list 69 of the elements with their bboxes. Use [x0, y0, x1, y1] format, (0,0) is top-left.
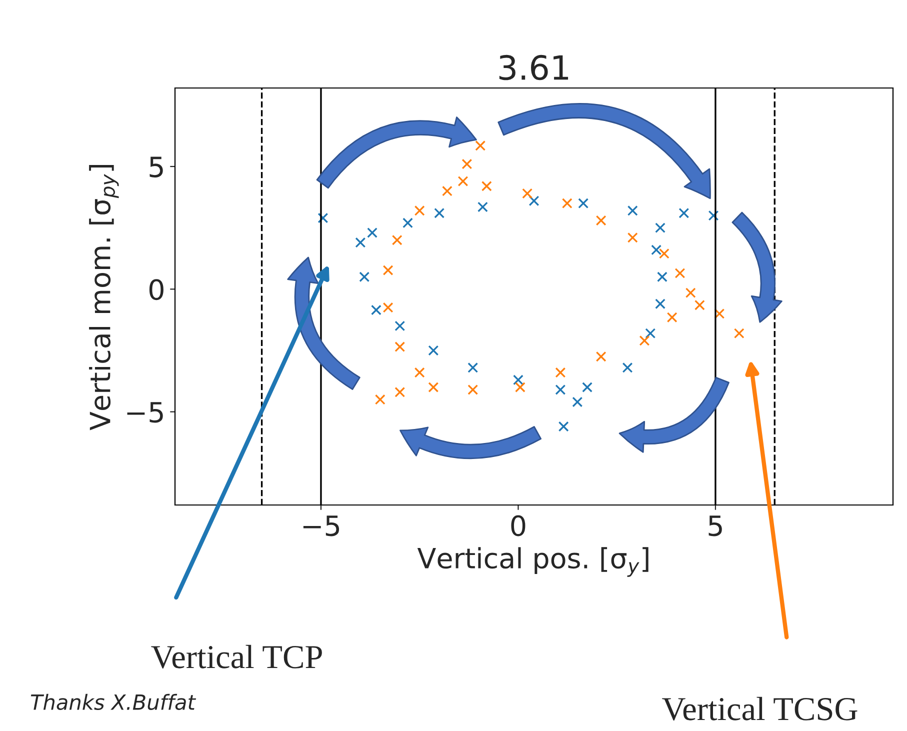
point	[481, 180, 492, 192]
point	[639, 335, 650, 346]
point	[394, 386, 406, 398]
y-tick-label: 5	[150, 156, 163, 178]
x-tick-label: 5	[708, 516, 722, 536]
point	[582, 382, 592, 392]
point	[382, 302, 394, 313]
point	[458, 176, 468, 186]
point	[596, 215, 606, 226]
point	[394, 320, 406, 332]
point	[555, 367, 566, 378]
text: Thanks X.Buffat	[30, 694, 196, 710]
point	[685, 288, 696, 298]
text: Vertical TCSG	[662, 696, 858, 721]
y-tick-label: 0	[149, 279, 164, 300]
point	[528, 196, 540, 206]
point	[622, 362, 633, 373]
point	[512, 374, 524, 386]
point	[674, 268, 686, 278]
chart-title: 3.61	[499, 54, 568, 80]
point	[694, 300, 705, 310]
point	[370, 304, 382, 316]
point	[367, 227, 378, 238]
point	[442, 186, 452, 196]
point	[627, 205, 638, 216]
point	[522, 188, 533, 199]
point	[394, 342, 406, 352]
point	[596, 351, 606, 362]
point	[462, 158, 472, 170]
point	[734, 328, 744, 339]
point	[428, 382, 439, 392]
point	[658, 248, 670, 259]
point	[475, 140, 486, 151]
point	[708, 210, 719, 221]
point	[428, 345, 439, 356]
point	[558, 421, 569, 432]
point	[468, 362, 478, 373]
point	[645, 328, 656, 339]
point	[578, 198, 589, 209]
point	[402, 218, 413, 228]
point	[572, 396, 583, 408]
point	[477, 202, 488, 212]
point	[562, 198, 572, 209]
x-axis-title: Vertical pos. [σ$_{y}$]	[417, 547, 648, 577]
point	[655, 222, 666, 234]
point	[382, 265, 394, 276]
point	[318, 212, 328, 224]
text: Vertical TCP	[151, 644, 322, 669]
y-tick-label: −5	[127, 402, 163, 423]
point	[414, 367, 425, 378]
point	[655, 298, 666, 310]
point	[468, 384, 478, 395]
point	[555, 384, 566, 395]
point	[656, 272, 668, 282]
point	[651, 244, 662, 256]
point	[359, 272, 370, 282]
point	[392, 234, 402, 246]
x-tick-label: −5	[303, 516, 340, 536]
x-tick-label: 0	[511, 515, 526, 536]
y-axis-title: Vertical mom. [σ$_{py}$]	[89, 165, 119, 430]
point	[434, 208, 445, 218]
point	[414, 205, 425, 216]
point	[678, 208, 690, 218]
point	[355, 237, 366, 248]
point	[374, 394, 386, 405]
point	[666, 312, 678, 323]
point	[514, 382, 526, 392]
point	[627, 232, 638, 243]
point	[714, 308, 725, 319]
